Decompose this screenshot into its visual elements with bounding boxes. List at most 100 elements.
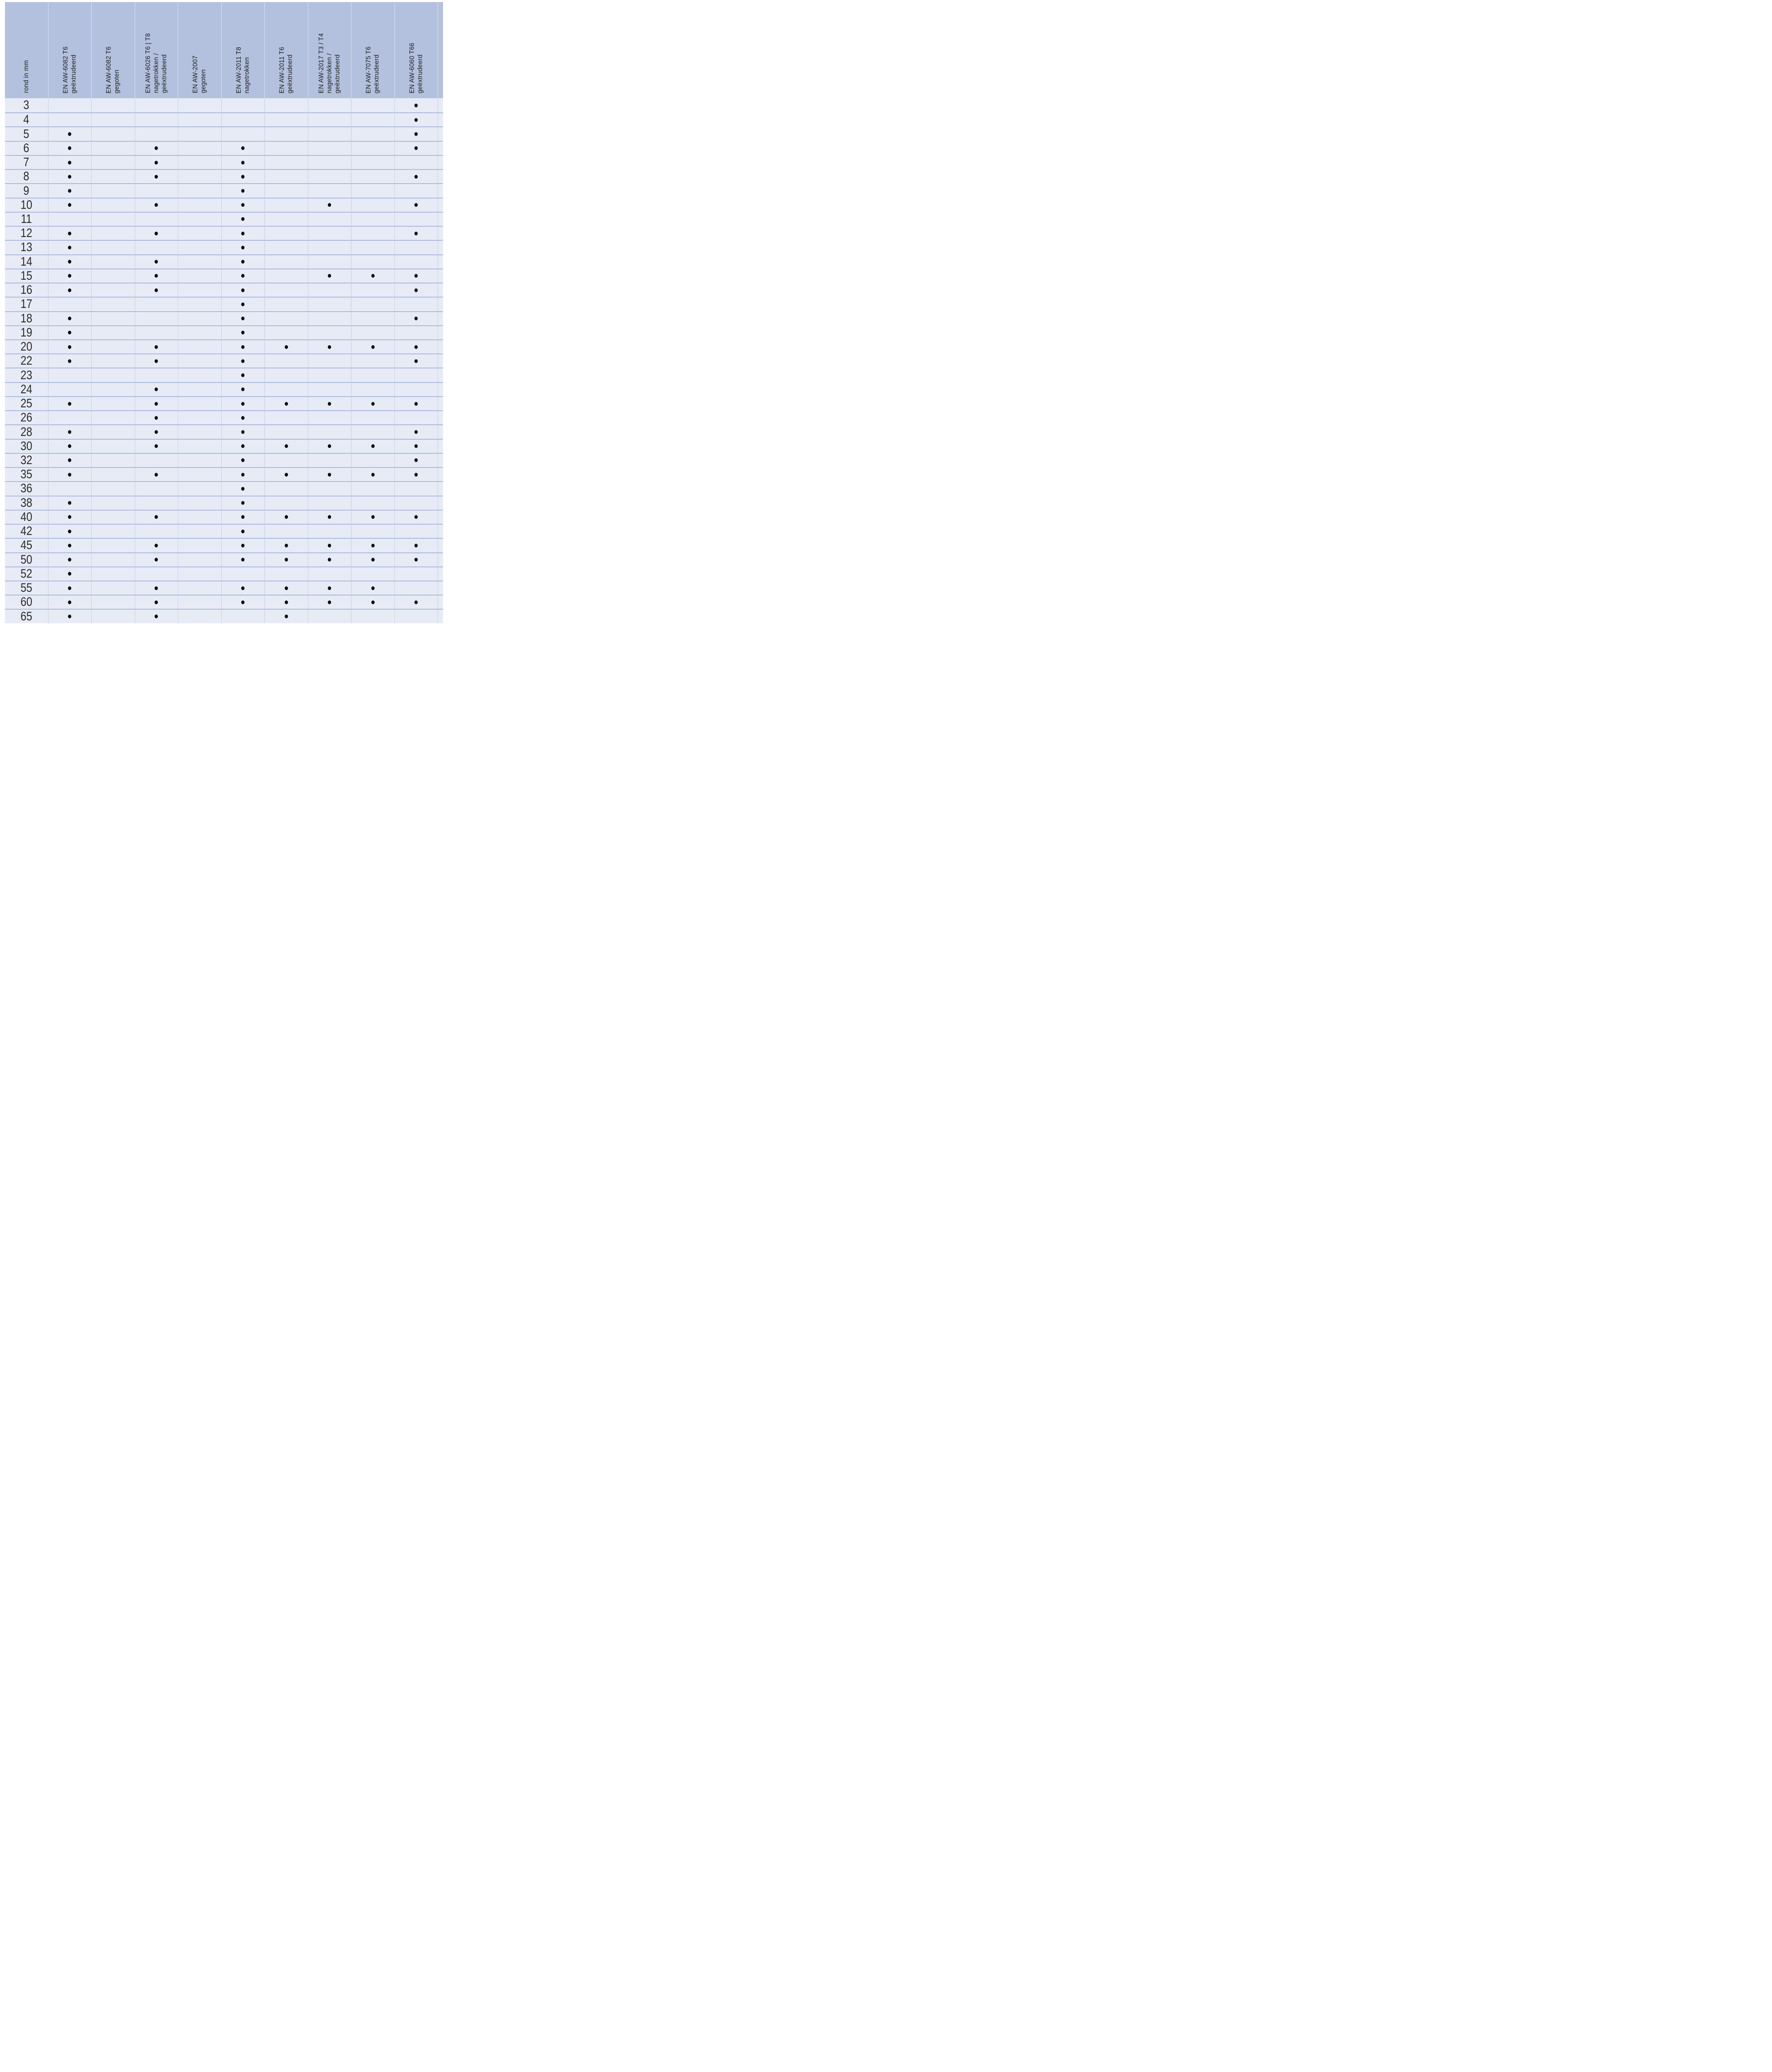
- column-header-cell-1: EN AW-6082 T6 gegoten: [92, 2, 135, 98]
- diameter-label-cell: 9: [5, 183, 48, 198]
- availability-cell: [92, 211, 135, 226]
- availability-dot: [241, 515, 245, 519]
- availability-dot: [414, 103, 418, 107]
- diameter-label-cell: 8: [5, 169, 48, 184]
- row-sliver: [438, 481, 443, 496]
- row-sliver: [438, 396, 443, 411]
- availability-dot: [414, 430, 418, 434]
- availability-cell: [351, 524, 395, 538]
- availability-dot: [155, 274, 158, 278]
- availability-cell: [92, 467, 135, 482]
- diameter-label-cell: 24: [5, 382, 48, 396]
- availability-cell: [395, 254, 438, 269]
- row-sliver: [438, 183, 443, 198]
- availability-dot: [68, 260, 72, 264]
- availability-cell: [395, 140, 438, 155]
- availability-cell: [135, 254, 178, 269]
- availability-cell: [48, 283, 92, 297]
- availability-cell: [221, 396, 265, 411]
- availability-cell: [308, 410, 351, 425]
- diameter-label: 14: [20, 254, 32, 269]
- availability-cell: [221, 368, 265, 382]
- diameter-label-cell: 17: [5, 297, 48, 311]
- availability-dot: [241, 146, 245, 150]
- availability-cell: [265, 368, 308, 382]
- availability-cell: [135, 155, 178, 169]
- availability-dot: [68, 231, 72, 235]
- availability-cell: [92, 254, 135, 269]
- availability-cell: [308, 353, 351, 368]
- availability-dot: [68, 331, 72, 335]
- availability-dot: [414, 146, 418, 150]
- availability-dot: [371, 586, 375, 590]
- availability-cell: [308, 283, 351, 297]
- availability-cell: [178, 297, 222, 311]
- availability-cell: [221, 297, 265, 311]
- diameter-label: 23: [20, 368, 32, 382]
- availability-cell: [48, 98, 92, 113]
- availability-cell: [48, 197, 92, 212]
- availability-cell: [265, 609, 308, 623]
- diameter-label: 19: [20, 325, 32, 339]
- availability-dot: [284, 345, 288, 349]
- availability-cell: [221, 382, 265, 396]
- availability-cell: [308, 609, 351, 623]
- availability-cell: [178, 467, 222, 482]
- availability-cell: [48, 112, 92, 127]
- availability-cell: [135, 169, 178, 184]
- availability-dot: [155, 430, 158, 434]
- availability-cell: [48, 509, 92, 524]
- availability-cell: [178, 183, 222, 198]
- availability-cell: [135, 339, 178, 354]
- availability-dot: [68, 430, 72, 434]
- availability-cell: [178, 396, 222, 411]
- diameter-label-cell: 25: [5, 396, 48, 411]
- availability-cell: [265, 509, 308, 524]
- availability-cell: [48, 183, 92, 198]
- availability-dot: [155, 515, 158, 519]
- diameter-label: 65: [20, 609, 32, 623]
- availability-cell: [351, 396, 395, 411]
- availability-cell: [265, 467, 308, 482]
- diameter-label-cell: 6: [5, 140, 48, 155]
- availability-cell: [135, 183, 178, 198]
- availability-cell: [178, 283, 222, 297]
- availability-dot: [68, 245, 72, 249]
- availability-cell: [92, 283, 135, 297]
- availability-cell: [308, 495, 351, 510]
- availability-cell: [48, 126, 92, 141]
- diameter-label-cell: 13: [5, 240, 48, 254]
- availability-dot: [414, 458, 418, 462]
- availability-cell: [178, 325, 222, 339]
- row-sliver: [438, 495, 443, 510]
- availability-cell: [221, 481, 265, 496]
- availability-dot: [241, 373, 245, 378]
- availability-cell: [308, 98, 351, 113]
- availability-dot: [241, 501, 245, 505]
- row-sliver: [438, 268, 443, 283]
- availability-cell: [92, 183, 135, 198]
- availability-cell: [351, 368, 395, 382]
- availability-cell: [395, 566, 438, 581]
- availability-cell: [308, 155, 351, 169]
- availability-dot: [155, 402, 158, 406]
- availability-cell: [48, 481, 92, 496]
- availability-dot: [241, 189, 245, 193]
- availability-dot: [155, 600, 158, 604]
- availability-dot: [68, 189, 72, 193]
- availability-cell: [265, 410, 308, 425]
- availability-dot: [68, 529, 72, 533]
- availability-cell: [351, 495, 395, 510]
- availability-cell: [178, 353, 222, 368]
- availability-dot: [414, 317, 418, 321]
- availability-dot: [68, 600, 72, 604]
- availability-cell: [221, 580, 265, 595]
- availability-dot: [414, 359, 418, 363]
- availability-cell: [351, 467, 395, 482]
- diameter-label-cell: 15: [5, 268, 48, 283]
- availability-cell: [221, 339, 265, 354]
- availability-cell: [221, 240, 265, 254]
- availability-dot: [68, 572, 72, 576]
- availability-cell: [92, 368, 135, 382]
- availability-cell: [351, 580, 395, 595]
